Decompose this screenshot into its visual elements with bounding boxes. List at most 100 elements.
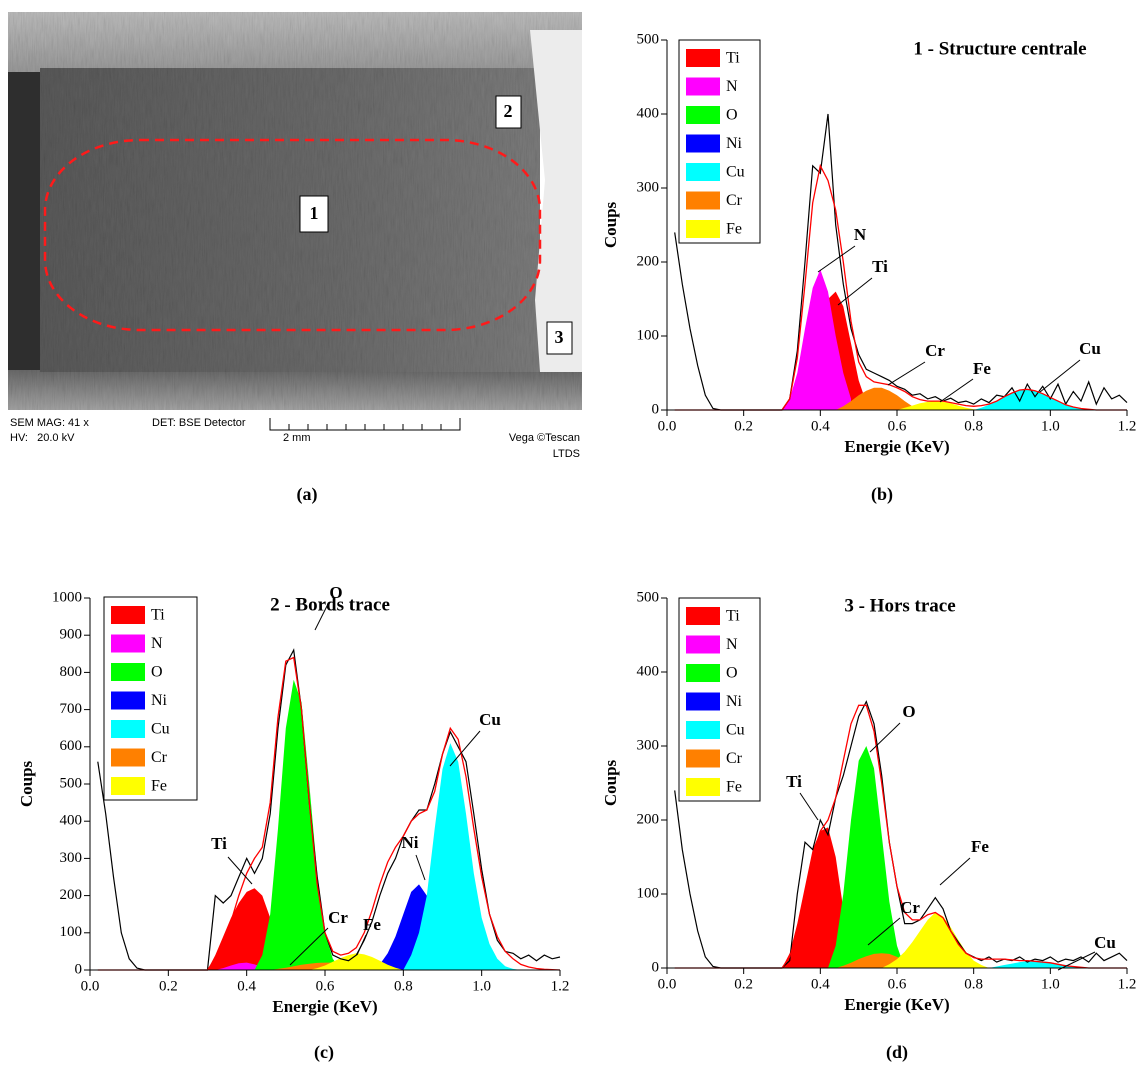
legend-swatch	[686, 49, 720, 67]
legend-label: Ti	[151, 607, 165, 624]
annotation-leader	[887, 361, 926, 386]
legend-label: O	[726, 107, 738, 124]
peak-annotation: Cu	[1094, 933, 1116, 952]
sem-info: HV: 20.0 kV	[10, 432, 75, 444]
annotation-leader	[817, 245, 856, 273]
legend-swatch	[686, 778, 720, 796]
y-tick-label: 100	[60, 924, 83, 940]
y-tick-label: 500	[60, 775, 83, 791]
element-peak	[309, 953, 404, 970]
x-tick-label: 1.0	[1041, 418, 1060, 434]
y-axis-title: Coups	[601, 759, 620, 806]
legend-label: Ni	[151, 692, 168, 709]
x-tick-label: 0.8	[394, 978, 413, 994]
legend-swatch	[686, 191, 720, 210]
x-tick-label: 0.2	[734, 976, 753, 992]
annotation-leader	[289, 927, 329, 966]
legend-label: Ti	[726, 50, 740, 67]
annotation-leader	[227, 856, 253, 885]
x-axis-title: Energie (KeV)	[844, 437, 949, 456]
peak-annotation: Cr	[900, 898, 920, 917]
annotation-leader	[939, 857, 971, 886]
x-tick-label: 0.6	[316, 978, 335, 994]
legend-label: Cu	[726, 164, 745, 181]
legend-swatch	[686, 106, 720, 124]
label-box	[299, 195, 329, 233]
scale-bar	[269, 418, 461, 431]
x-tick-label: 0.0	[658, 418, 677, 434]
y-tick-label: 200	[637, 811, 660, 827]
y-tick-label: 800	[60, 664, 83, 680]
annotation-leader	[837, 277, 873, 306]
legend-label: Ni	[726, 693, 743, 710]
chart-title: 2 - Bords trace	[270, 594, 390, 615]
legend-swatch	[111, 606, 145, 624]
peak-annotation: Cr	[925, 341, 945, 360]
y-tick-label: 1000	[52, 589, 82, 605]
sem-info: 2 mm	[283, 432, 311, 444]
annotation-leader	[314, 603, 329, 631]
x-axis-title: Energie (KeV)	[272, 997, 377, 1016]
sem-image: 1 2 3 SEM MAG: 41 x DET: BSE Detector HV…	[8, 12, 582, 460]
legend-label: N	[726, 78, 738, 95]
legend-swatch	[111, 634, 145, 653]
legend-swatch	[686, 220, 720, 238]
x-tick-label: 0.8	[964, 418, 983, 434]
legend-label: Cr	[726, 192, 743, 209]
sem-info: LTDS	[553, 448, 580, 460]
legend-swatch	[686, 77, 720, 96]
x-tick-label: 1.2	[551, 978, 570, 994]
y-tick-label: 400	[637, 105, 660, 121]
legend-swatch	[111, 777, 145, 795]
sem-info: DET: BSE Detector	[152, 417, 246, 429]
sem-sample	[40, 68, 540, 372]
y-tick-label: 0	[652, 401, 660, 417]
sem-background	[8, 370, 582, 410]
peak-annotation: Cu	[1079, 339, 1101, 358]
element-peak	[881, 912, 989, 968]
peak-annotation: Ni	[402, 833, 419, 852]
y-tick-label: 0	[75, 961, 83, 977]
element-peak	[403, 743, 521, 970]
legend-label: N	[726, 636, 738, 653]
legend-label: Cr	[151, 749, 168, 766]
legend-label: Cr	[726, 750, 743, 767]
x-tick-label: 1.0	[472, 978, 491, 994]
legend-swatch	[686, 607, 720, 625]
y-tick-label: 300	[637, 179, 660, 195]
element-peak	[835, 387, 928, 410]
x-tick-label: 0.6	[888, 976, 907, 992]
sem-info: SEM MAG: 41 x	[10, 417, 89, 429]
peak-annotation: Fe	[971, 837, 989, 856]
peak-annotation: O	[902, 702, 915, 721]
zone-outline	[43, 138, 542, 332]
legend-swatch	[686, 721, 720, 739]
x-axis-title: Energie (KeV)	[844, 995, 949, 1014]
legend-label: Fe	[726, 779, 742, 796]
x-tick-label: 0.2	[159, 978, 178, 994]
chart-title: 3 - Hors trace	[844, 595, 955, 616]
x-tick-label: 1.2	[1118, 418, 1137, 434]
x-tick-label: 1.2	[1118, 976, 1137, 992]
y-tick-label: 900	[60, 627, 83, 643]
legend-swatch	[686, 692, 720, 711]
y-tick-label: 0	[652, 959, 660, 975]
peak-annotation: Cr	[328, 908, 348, 927]
legend-label: O	[726, 665, 738, 682]
x-tick-label: 0.4	[237, 978, 256, 994]
peak-annotation: O	[329, 583, 342, 602]
sem-info: Vega ©Tescan	[509, 432, 580, 444]
peak-annotation: Fe	[973, 359, 991, 378]
annotation-leader	[1039, 359, 1081, 393]
legend-swatch	[111, 748, 145, 767]
element-peak	[782, 827, 851, 968]
x-tick-label: 0.0	[658, 976, 677, 992]
label-box	[495, 95, 522, 129]
panel-label: (a)	[297, 484, 318, 505]
y-tick-label: 100	[637, 885, 660, 901]
legend-label: O	[151, 664, 163, 681]
annotation-leader	[939, 378, 974, 403]
spectrum-chart: 0 100 200 300 400 500 600 700 800 900 1000 0.0 0.2 0.…	[17, 583, 569, 1016]
legend-swatch	[111, 720, 145, 738]
